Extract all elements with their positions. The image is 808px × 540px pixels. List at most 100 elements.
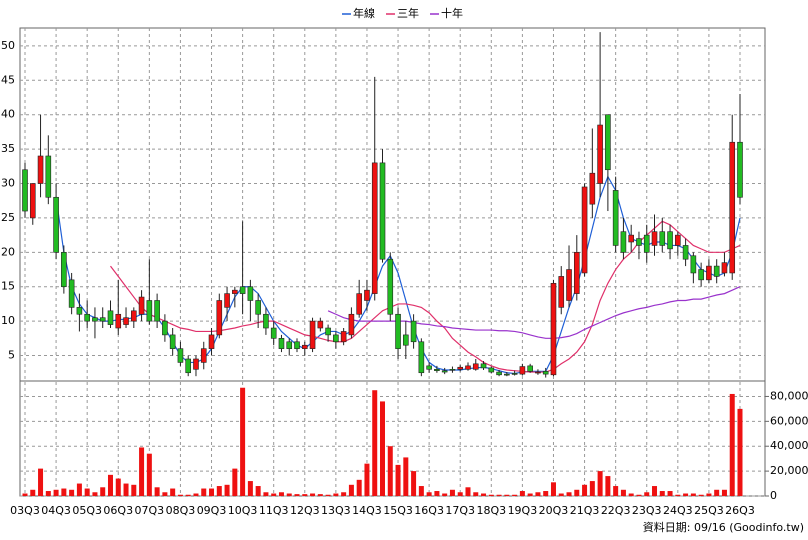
volume-bar	[263, 492, 269, 496]
volume-bar	[185, 494, 191, 496]
volume-bar	[302, 494, 308, 496]
volume-bar	[333, 493, 339, 496]
volume-bar	[644, 492, 650, 496]
volume-bar	[177, 494, 183, 496]
volume-bar	[193, 493, 199, 496]
candle-body	[721, 262, 728, 274]
volume-bar	[123, 483, 129, 496]
candle-body	[99, 317, 106, 322]
legend-label: 三年	[397, 6, 419, 20]
candle-body	[162, 320, 168, 336]
volume-bar	[22, 493, 28, 496]
volume-bar	[558, 493, 564, 496]
candle-body	[146, 300, 153, 322]
candle-body	[154, 300, 160, 322]
volume-bar	[162, 492, 168, 496]
candle-body	[278, 338, 285, 349]
candle-body	[566, 269, 572, 301]
candle-body	[123, 317, 129, 325]
x-tick-label: 03Q3	[10, 504, 40, 517]
volume-bar	[613, 486, 619, 496]
volume-bar	[139, 447, 145, 496]
volume-bar	[30, 489, 36, 496]
volume-bar	[473, 492, 479, 496]
volume-bar	[675, 494, 681, 496]
candle-body	[379, 162, 386, 260]
candle-body	[325, 327, 331, 336]
candle-body	[410, 320, 417, 343]
candle-body	[340, 331, 347, 343]
candle-body	[333, 334, 339, 343]
volume-bar	[255, 486, 261, 496]
volume-bar	[201, 488, 207, 496]
volume-bar	[240, 387, 246, 496]
x-tick-label: 20Q3	[539, 504, 569, 517]
candle-body	[263, 313, 269, 329]
candle-body	[208, 334, 215, 349]
volume-bar	[418, 486, 424, 496]
candle-body	[177, 348, 184, 363]
volume-bar	[434, 491, 440, 496]
candle-body	[301, 344, 308, 349]
x-tick-label: 11Q3	[259, 504, 289, 517]
candle-body	[270, 327, 277, 339]
candle-body	[504, 373, 510, 376]
x-tick-label: 19Q3	[508, 504, 538, 517]
candle-body	[737, 141, 743, 198]
x-tick-label: 18Q3	[476, 504, 506, 517]
candle-body	[535, 371, 541, 374]
x-tick-label: 17Q3	[445, 504, 475, 517]
volume-bar	[519, 491, 525, 496]
x-tick-label: 09Q3	[197, 504, 227, 517]
candle-body	[659, 231, 666, 246]
volume-bar	[667, 491, 673, 496]
candle-body	[597, 124, 603, 184]
candle-body	[224, 293, 230, 308]
volume-bar	[411, 471, 417, 496]
candle-body	[542, 371, 549, 375]
x-tick-label: 23Q3	[632, 504, 662, 517]
volume-bar	[45, 491, 51, 496]
volume-bar	[395, 464, 401, 496]
volume-bar	[721, 489, 727, 496]
volume-bar	[683, 493, 689, 496]
x-tick-label: 08Q3	[166, 504, 196, 517]
candle-body	[403, 334, 409, 346]
volume-bar	[232, 468, 238, 496]
volume-bar	[605, 476, 611, 496]
y-tick-label: 20	[1, 245, 15, 258]
candle-body	[138, 296, 145, 315]
candle-body	[45, 155, 52, 198]
candle-body	[620, 231, 627, 253]
volume-bar	[310, 493, 316, 496]
candle-body	[426, 365, 432, 370]
volume-bar	[380, 401, 385, 496]
volume-bar	[294, 494, 300, 496]
volume-bar	[325, 494, 331, 496]
candle-body	[37, 155, 44, 184]
volume-bar	[38, 468, 44, 496]
candle-body	[706, 265, 712, 281]
candle-body	[675, 234, 681, 246]
volume-bar	[652, 486, 658, 496]
volume-bar	[403, 457, 409, 496]
volume-bar	[449, 489, 455, 496]
volume-bar	[620, 489, 626, 496]
candle-body	[22, 169, 28, 212]
y-tick-label: 30	[1, 177, 15, 190]
candle-body	[581, 186, 588, 274]
volume-bar	[286, 493, 292, 496]
volume-bar	[76, 483, 82, 496]
volume-bar	[341, 492, 347, 496]
volume-bar	[372, 390, 378, 496]
y2-tick-label: 40,000	[770, 439, 808, 452]
x-tick-label: 26Q3	[725, 504, 755, 517]
x-tick-label: 10Q3	[228, 504, 258, 517]
volume-bar	[53, 489, 59, 496]
volume-bar	[457, 492, 463, 496]
candle-body	[371, 162, 378, 294]
volume-bar	[224, 484, 230, 496]
candle-body	[247, 286, 254, 301]
x-tick-label: 07Q3	[135, 504, 165, 517]
